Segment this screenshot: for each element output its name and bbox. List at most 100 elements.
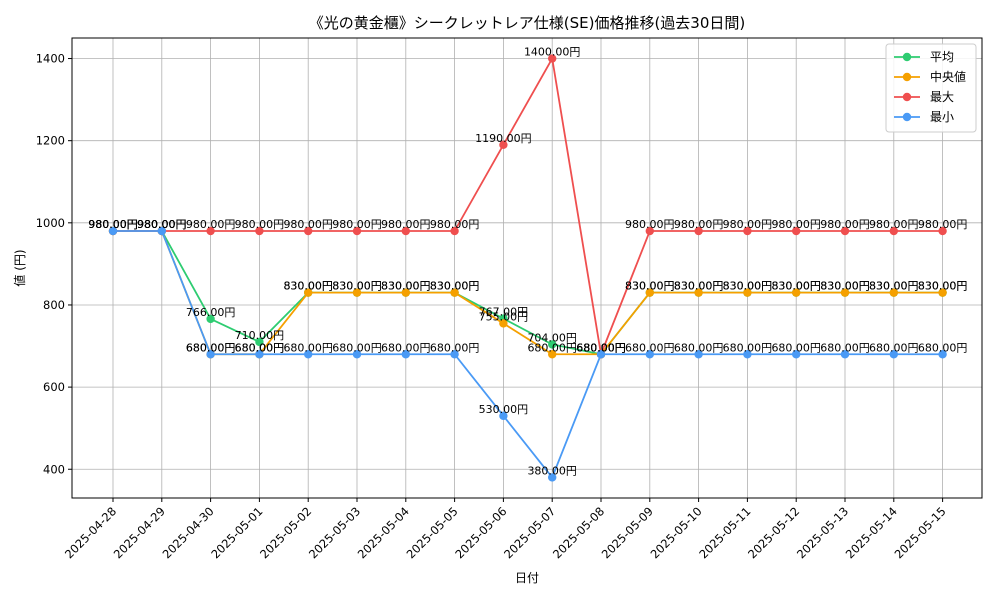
- data-point: [352, 288, 362, 297]
- x-tick-label: 2025-05-10: [648, 504, 705, 561]
- series-line-最大: [113, 55, 943, 358]
- grid-layer: [72, 38, 982, 498]
- data-point: [450, 350, 459, 359]
- data-point: [938, 226, 947, 236]
- data-point: [206, 350, 215, 359]
- chart-title: 《光の黄金櫃》シークレットレア仕様(SE)価格推移(過去30日間): [309, 14, 746, 32]
- data-label: 980.00円: [820, 218, 870, 231]
- data-point: [743, 350, 752, 359]
- data-label: 680.00円: [771, 341, 821, 354]
- data-label: 980.00円: [137, 218, 187, 231]
- series-line-最小: [113, 230, 943, 480]
- data-point: [450, 226, 459, 236]
- data-label: 830.00円: [381, 280, 431, 293]
- data-label: 830.00円: [332, 280, 382, 293]
- data-label: 830.00円: [430, 280, 480, 293]
- data-label: 830.00円: [820, 280, 870, 293]
- x-tick-label: 2025-05-04: [355, 504, 412, 561]
- data-label: 830.00円: [430, 280, 480, 293]
- data-label: 680.00円: [576, 341, 626, 354]
- data-label: 680.00円: [576, 341, 626, 354]
- data-label: 980.00円: [625, 218, 675, 231]
- data-point: [645, 350, 654, 359]
- y-tick-label: 1400: [36, 52, 65, 66]
- data-label: 680.00円: [235, 341, 285, 354]
- data-label: 830.00円: [771, 280, 821, 293]
- data-point: [401, 350, 410, 359]
- data-label: 980.00円: [674, 218, 724, 231]
- data-point: [792, 350, 801, 359]
- legend-entry: 平均: [930, 50, 954, 64]
- x-tick-label: 2025-05-01: [208, 504, 265, 561]
- data-point: [255, 350, 264, 359]
- data-point: [596, 350, 606, 359]
- data-label: 680.00円: [576, 341, 626, 354]
- data-label: 980.00円: [88, 218, 138, 231]
- data-label: 980.00円: [137, 218, 187, 231]
- data-point: [792, 226, 801, 236]
- data-point: [499, 319, 508, 328]
- legend-swatch-marker: [902, 52, 912, 62]
- data-point: [206, 226, 215, 236]
- data-label: 830.00円: [820, 280, 870, 293]
- data-label: 680.00円: [869, 341, 919, 354]
- y-tick-label: 600: [43, 380, 65, 394]
- data-point: [694, 350, 703, 359]
- x-tick-label: 2025-04-29: [111, 504, 168, 561]
- data-point: [157, 226, 166, 236]
- data-label: 980.00円: [381, 218, 431, 231]
- data-point: [304, 288, 313, 297]
- data-label: 830.00円: [674, 280, 724, 293]
- data-point: [304, 350, 313, 359]
- data-label: 680.00円: [186, 341, 236, 354]
- data-point: [938, 350, 947, 359]
- x-tick-label: 2025-05-13: [794, 504, 851, 561]
- data-point: [645, 288, 654, 297]
- data-point: [548, 350, 557, 359]
- y-tick-label: 800: [43, 298, 65, 312]
- data-label: 680.00円: [576, 341, 626, 354]
- legend-swatch-marker: [902, 72, 912, 82]
- data-label: 704.00円: [527, 331, 577, 344]
- data-label: 830.00円: [332, 280, 382, 293]
- data-label: 980.00円: [771, 218, 821, 231]
- legend-entry: 最大: [930, 90, 954, 104]
- y-axis-label: 値 (円): [12, 249, 27, 286]
- data-label: 980.00円: [332, 218, 382, 231]
- data-point: [108, 226, 118, 236]
- legend-swatch-marker: [902, 92, 912, 102]
- data-point: [840, 226, 850, 236]
- data-label: 980.00円: [283, 218, 333, 231]
- x-tick-label: 2025-05-14: [843, 504, 900, 561]
- data-label: 980.00円: [235, 218, 285, 231]
- data-label: 980.00円: [869, 218, 919, 231]
- data-point: [548, 54, 557, 63]
- data-label: 830.00円: [625, 280, 675, 293]
- data-label: 767.00円: [479, 306, 529, 319]
- y-tick-label: 400: [43, 462, 65, 476]
- data-label: 680.00円: [625, 341, 675, 354]
- data-point: [450, 288, 459, 297]
- data-label: 830.00円: [625, 280, 675, 293]
- data-point: [352, 226, 362, 236]
- data-label: 766.00円: [186, 306, 236, 319]
- data-point: [889, 288, 898, 297]
- data-label: 680.00円: [186, 341, 236, 354]
- plot-frame: [71, 37, 983, 499]
- x-tick-label: 2025-05-09: [599, 504, 656, 561]
- data-label: 755.00円: [479, 310, 529, 323]
- data-point: [499, 411, 508, 421]
- data-label: 830.00円: [771, 280, 821, 293]
- data-point: [206, 314, 215, 324]
- series-layer: [108, 54, 947, 482]
- legend-entry: 最小: [930, 110, 954, 124]
- data-label: 830.00円: [869, 280, 919, 293]
- data-point: [694, 226, 703, 236]
- data-point: [499, 140, 508, 149]
- data-point: [889, 226, 898, 236]
- data-label: 830.00円: [381, 280, 431, 293]
- legend-swatch-marker: [902, 112, 912, 122]
